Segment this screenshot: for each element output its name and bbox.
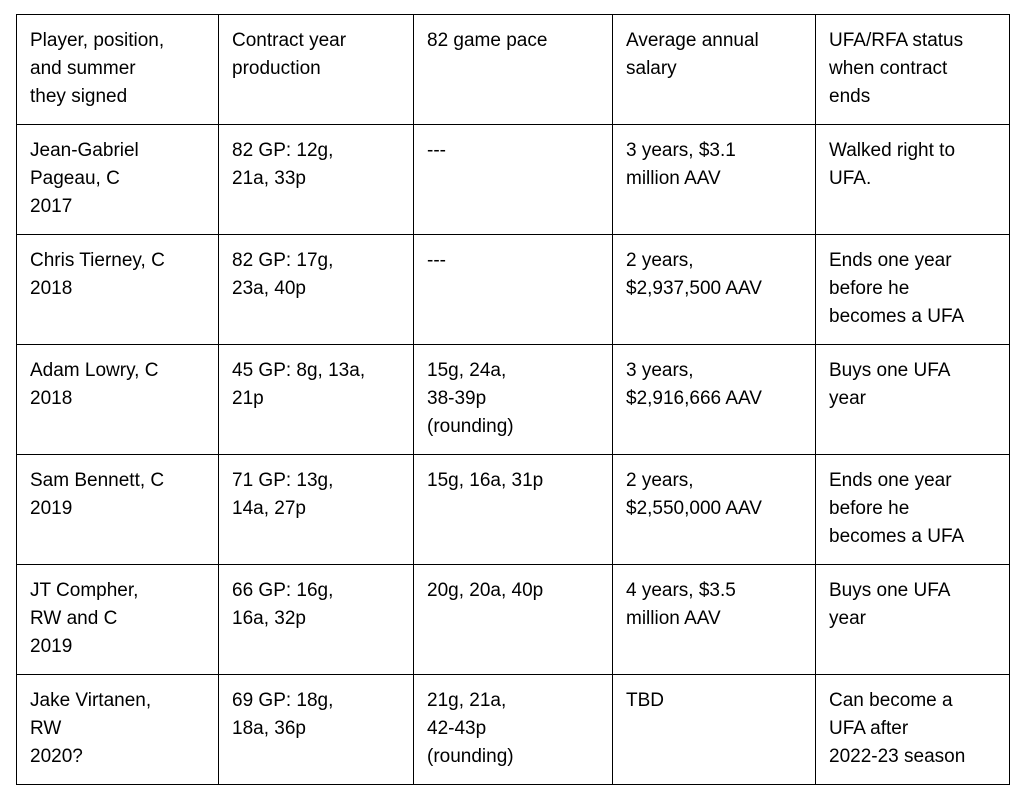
- table-row: Jake Virtanen, RW 2020? 69 GP: 18g, 18a,…: [16, 674, 1010, 785]
- cell-production: 71 GP: 13g, 14a, 27p: [218, 454, 414, 565]
- header-salary: Average annual salary: [612, 14, 816, 125]
- cell-salary: 3 years, $2,916,666 AAV: [612, 344, 816, 455]
- pace-text: ---: [427, 140, 446, 161]
- salary-text: 3 years, $3.1 million AAV: [626, 140, 736, 189]
- cell-salary: 2 years, $2,550,000 AAV: [612, 454, 816, 565]
- cell-salary: 4 years, $3.5 million AAV: [612, 564, 816, 675]
- header-production-text: Contract year production: [232, 30, 347, 79]
- cell-player: Jean-Gabriel Pageau, C 2017: [16, 124, 219, 235]
- header-pace: 82 game pace: [413, 14, 613, 125]
- cell-status: Buys one UFA year: [815, 344, 1010, 455]
- status-text: Ends one year before he becomes a UFA: [829, 250, 965, 327]
- status-text: Ends one year before he becomes a UFA: [829, 470, 965, 547]
- salary-text: 2 years, $2,937,500 AAV: [626, 250, 762, 299]
- player-text: Jake Virtanen, RW 2020?: [30, 690, 152, 767]
- cell-production: 69 GP: 18g, 18a, 36p: [218, 674, 414, 785]
- cell-status: Ends one year before he becomes a UFA: [815, 454, 1010, 565]
- player-text: Adam Lowry, C 2018: [30, 360, 159, 409]
- cell-pace: 15g, 16a, 31p: [413, 454, 613, 565]
- pace-text: 21g, 21a, 42-43p (rounding): [427, 690, 514, 767]
- status-text: Buys one UFA year: [829, 360, 951, 409]
- table-row: Jean-Gabriel Pageau, C 2017 82 GP: 12g, …: [16, 124, 1010, 235]
- salary-text: 3 years, $2,916,666 AAV: [626, 360, 762, 409]
- header-player-text: Player, position, and summer they signed: [30, 30, 165, 107]
- cell-status: Ends one year before he becomes a UFA: [815, 234, 1010, 345]
- header-row: Player, position, and summer they signed…: [16, 14, 1010, 125]
- cell-status: Buys one UFA year: [815, 564, 1010, 675]
- header-player: Player, position, and summer they signed: [16, 14, 219, 125]
- salary-text: 4 years, $3.5 million AAV: [626, 580, 736, 629]
- header-status-text: UFA/RFA status when contract ends: [829, 30, 964, 107]
- cell-pace: ---: [413, 124, 613, 235]
- status-text: Can become a UFA after 2022-23 season: [829, 690, 966, 767]
- production-text: 71 GP: 13g, 14a, 27p: [232, 470, 334, 519]
- player-text: JT Compher, RW and C 2019: [30, 580, 139, 657]
- cell-status: Can become a UFA after 2022-23 season: [815, 674, 1010, 785]
- cell-player: Adam Lowry, C 2018: [16, 344, 219, 455]
- cell-production: 45 GP: 8g, 13a, 21p: [218, 344, 414, 455]
- cell-pace: 15g, 24a, 38-39p (rounding): [413, 344, 613, 455]
- cell-player: Chris Tierney, C 2018: [16, 234, 219, 345]
- header-salary-text: Average annual salary: [626, 30, 759, 79]
- table-row: Chris Tierney, C 2018 82 GP: 17g, 23a, 4…: [16, 234, 1010, 345]
- table-row: Sam Bennett, C 2019 71 GP: 13g, 14a, 27p…: [16, 454, 1010, 565]
- production-text: 82 GP: 12g, 21a, 33p: [232, 140, 334, 189]
- cell-production: 82 GP: 12g, 21a, 33p: [218, 124, 414, 235]
- cell-player: JT Compher, RW and C 2019: [16, 564, 219, 675]
- pace-text: 20g, 20a, 40p: [427, 580, 544, 601]
- table-row: Adam Lowry, C 2018 45 GP: 8g, 13a, 21p 1…: [16, 344, 1010, 455]
- cell-pace: 21g, 21a, 42-43p (rounding): [413, 674, 613, 785]
- table-row: JT Compher, RW and C 2019 66 GP: 16g, 16…: [16, 564, 1010, 675]
- pace-text: 15g, 16a, 31p: [427, 470, 544, 491]
- pace-text: 15g, 24a, 38-39p (rounding): [427, 360, 514, 437]
- salary-text: 2 years, $2,550,000 AAV: [626, 470, 762, 519]
- player-text: Chris Tierney, C 2018: [30, 250, 165, 299]
- player-text: Jean-Gabriel Pageau, C 2017: [30, 140, 139, 217]
- status-text: Walked right to UFA.: [829, 140, 956, 189]
- cell-pace: ---: [413, 234, 613, 345]
- cell-pace: 20g, 20a, 40p: [413, 564, 613, 675]
- cell-production: 82 GP: 17g, 23a, 40p: [218, 234, 414, 345]
- cell-status: Walked right to UFA.: [815, 124, 1010, 235]
- status-text: Buys one UFA year: [829, 580, 951, 629]
- cell-production: 66 GP: 16g, 16a, 32p: [218, 564, 414, 675]
- cell-salary: TBD: [612, 674, 816, 785]
- production-text: 45 GP: 8g, 13a, 21p: [232, 360, 366, 409]
- cell-player: Jake Virtanen, RW 2020?: [16, 674, 219, 785]
- contracts-table: Player, position, and summer they signed…: [16, 14, 1010, 785]
- cell-salary: 2 years, $2,937,500 AAV: [612, 234, 816, 345]
- production-text: 66 GP: 16g, 16a, 32p: [232, 580, 334, 629]
- header-pace-text: 82 game pace: [427, 30, 548, 51]
- cell-salary: 3 years, $3.1 million AAV: [612, 124, 816, 235]
- production-text: 69 GP: 18g, 18a, 36p: [232, 690, 334, 739]
- header-production: Contract year production: [218, 14, 414, 125]
- header-status: UFA/RFA status when contract ends: [815, 14, 1010, 125]
- pace-text: ---: [427, 250, 446, 271]
- cell-player: Sam Bennett, C 2019: [16, 454, 219, 565]
- production-text: 82 GP: 17g, 23a, 40p: [232, 250, 334, 299]
- player-text: Sam Bennett, C 2019: [30, 470, 165, 519]
- salary-text: TBD: [626, 690, 664, 711]
